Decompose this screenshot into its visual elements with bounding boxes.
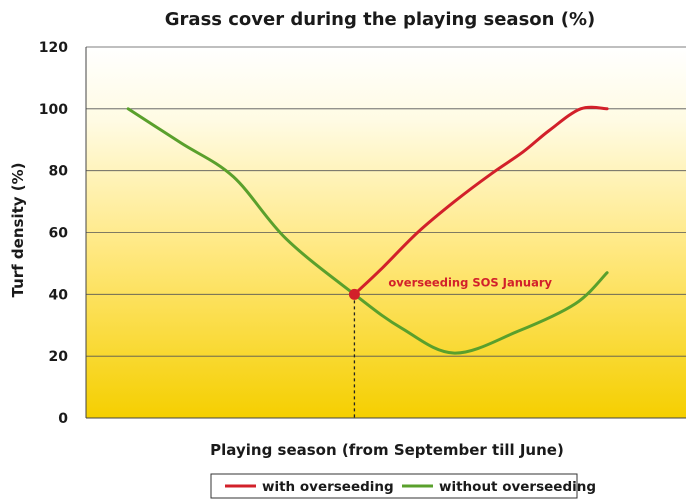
legend: with overseeding without overseeding xyxy=(210,473,596,499)
x-axis-label: Playing season (from September till June… xyxy=(210,441,564,459)
y-axis-ticks: 0 20 40 60 80 100 120 xyxy=(39,40,68,427)
series-line-without-overseeding xyxy=(126,107,609,355)
y-tick-label: 60 xyxy=(49,226,69,242)
legend-label-with-overseeding: with overseeding xyxy=(262,479,394,495)
y-tick-label: 0 xyxy=(58,411,68,427)
legend-box xyxy=(210,473,578,499)
y-axis-label: Turf density (%) xyxy=(9,163,27,298)
annotation-marker xyxy=(348,288,360,300)
series-line-with-overseeding xyxy=(352,105,609,296)
y-tick-label: 80 xyxy=(49,164,69,180)
series-layer xyxy=(126,105,609,355)
y-tick-label: 40 xyxy=(49,287,69,303)
y-tick-label: 20 xyxy=(49,349,69,365)
y-tick-label: 120 xyxy=(39,40,68,56)
legend-label-without-overseeding: without overseeding xyxy=(439,479,596,495)
gridlines xyxy=(86,46,686,357)
chart-title: Grass cover during the playing season (%… xyxy=(165,9,595,30)
annotation-label: overseeding SOS January xyxy=(388,275,552,289)
y-tick-label: 100 xyxy=(39,102,68,118)
